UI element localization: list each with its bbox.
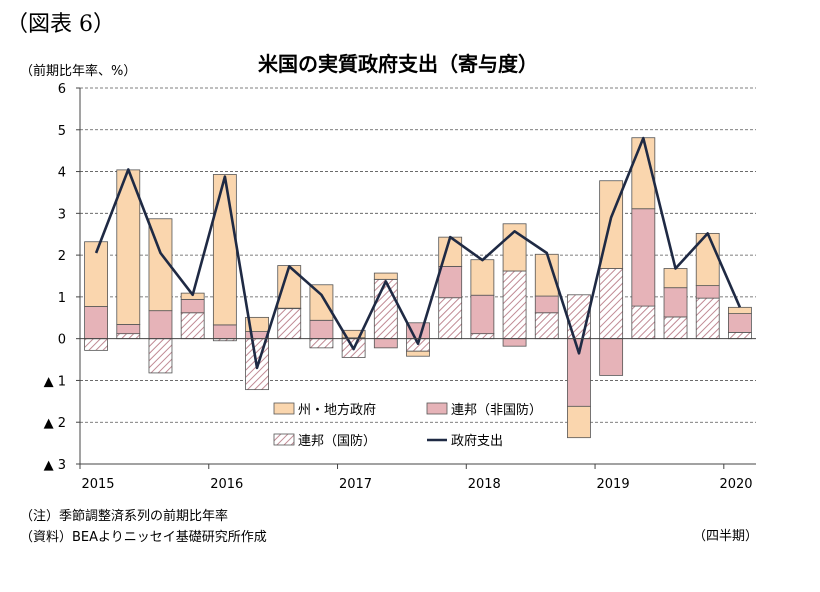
- bars: [84, 137, 752, 439]
- bar-state-local: [567, 405, 591, 439]
- source-line: （資料）BEAよりニッセイ基礎研究所作成: [20, 530, 267, 545]
- bar-federal-nondefense: [663, 287, 688, 318]
- bar-federal-nondefense: [695, 285, 720, 299]
- bar-federal-defense: [438, 297, 463, 340]
- bar-federal-nondefense: [245, 331, 269, 340]
- bar-federal-defense: [180, 312, 205, 340]
- bar-federal-defense: [84, 338, 108, 351]
- bar-state-local: [148, 218, 173, 312]
- axes: [76, 87, 756, 469]
- bar-federal-defense: [631, 305, 656, 340]
- bar-state-local: [406, 350, 430, 357]
- bar-federal-defense: [470, 333, 495, 340]
- bar-state-local: [470, 259, 495, 296]
- bar-state-local: [663, 268, 688, 289]
- y-tick-label: 3: [58, 207, 66, 222]
- legend-label-total: 政府支出: [451, 434, 503, 449]
- bar-federal-defense: [373, 278, 398, 340]
- bar-federal-nondefense: [180, 298, 205, 314]
- legend-swatch-federal-nondefense: [426, 402, 448, 415]
- y-tick-label: 6: [58, 82, 66, 97]
- bar-federal-nondefense: [309, 319, 334, 340]
- chart-title: 米国の実質政府支出（寄与度）: [258, 52, 538, 76]
- bar-federal-defense: [663, 316, 688, 340]
- tick-labels: 6 5 4 3 2 1 0 ▲ 1 ▲ 2 ▲ 3 2015 2016 2017 2018 2019 2020: [44, 82, 753, 492]
- note-line: （注）季節調整済系列の前期比年率: [20, 509, 229, 524]
- notes: （注）季節調整済系列の前期比年率 （資料）BEAよりニッセイ基礎研究所作成: [20, 506, 267, 548]
- bar-federal-nondefense: [84, 306, 108, 340]
- bar-federal-nondefense: [148, 310, 173, 340]
- bar-federal-defense: [534, 312, 559, 340]
- bar-federal-nondefense: [438, 265, 463, 299]
- x-tick-label: 2019: [597, 477, 630, 492]
- bar-federal-nondefense: [373, 338, 398, 349]
- y-unit-label: （前期比年率、%）: [20, 64, 137, 79]
- bar-state-local: [84, 241, 108, 307]
- bar-federal-defense: [599, 268, 624, 340]
- y-tick-label: 4: [58, 166, 66, 181]
- legend-label-federal-nondefense: 連邦（非国防）: [451, 402, 542, 418]
- y-tick-label: 0: [58, 333, 66, 348]
- y-tick-label: 5: [58, 124, 66, 139]
- legend-swatch-state-local: [273, 402, 295, 415]
- bar-federal-nondefense: [212, 324, 237, 340]
- legend: 州・地方政府 連邦（非国防） 連邦（国防） 政府支出: [273, 402, 542, 449]
- bar-federal-nondefense: [470, 294, 495, 335]
- y-tick-label: 2: [58, 249, 66, 264]
- bar-federal-defense: [277, 308, 302, 340]
- y-tick-label: ▲ 3: [44, 458, 66, 473]
- x-tick-label: 2018: [468, 477, 501, 492]
- bar-federal-defense: [148, 338, 173, 374]
- bar-federal-defense: [728, 331, 752, 340]
- total-line-layer: [94, 136, 742, 370]
- bar-federal-nondefense: [599, 338, 624, 376]
- y-tick-label: ▲ 1: [44, 374, 66, 389]
- x-tick-label: 2017: [339, 477, 372, 492]
- legend-swatch-federal-defense: [273, 433, 295, 446]
- x-tick-label: 2020: [719, 477, 752, 492]
- x-tick-label: 2015: [81, 477, 114, 492]
- bar-state-local: [373, 272, 398, 280]
- bar-federal-nondefense: [116, 324, 141, 335]
- bar-state-local: [728, 306, 752, 315]
- x-tick-label: 2016: [210, 477, 243, 492]
- y-tick-label: 1: [58, 291, 66, 306]
- legend-label-state-local: 州・地方政府: [298, 402, 376, 418]
- legend-label-federal-defense: 連邦（国防）: [298, 433, 376, 449]
- bar-federal-nondefense: [502, 338, 527, 347]
- bar-federal-defense: [695, 297, 720, 340]
- bar-federal-defense: [116, 333, 141, 340]
- bar-federal-nondefense: [728, 313, 752, 333]
- bar-state-local: [212, 174, 237, 326]
- bar-federal-defense: [309, 338, 334, 349]
- x-unit-label: （四半期）: [693, 529, 759, 544]
- figure-label: （図表 6）: [6, 12, 115, 37]
- y-tick-label: ▲ 2: [44, 416, 66, 431]
- line-government-spending: [94, 136, 742, 370]
- bar-federal-nondefense: [534, 295, 559, 314]
- bar-federal-nondefense: [631, 208, 656, 307]
- bar-federal-defense: [502, 270, 527, 340]
- bar-state-local: [309, 284, 334, 321]
- bar-state-local: [341, 329, 366, 339]
